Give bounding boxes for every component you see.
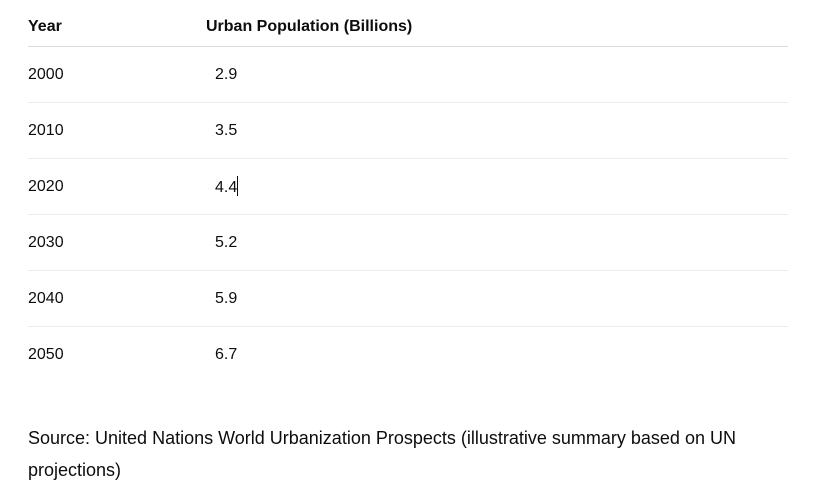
table-row: 2020 4.4 bbox=[28, 158, 788, 215]
cell-year: 2010 bbox=[28, 102, 206, 159]
cell-population-text[interactable]: 4.4 bbox=[215, 179, 238, 196]
table-row: 2030 5.2 bbox=[28, 214, 788, 271]
table-row: 2040 5.9 bbox=[28, 270, 788, 327]
cell-population: 6.7 bbox=[215, 345, 238, 363]
cell-year: 2000 bbox=[28, 46, 206, 103]
cell-population: 5.2 bbox=[206, 214, 788, 271]
table-row: 2010 3.5 bbox=[28, 102, 788, 159]
cell-year: 2040 bbox=[28, 270, 206, 327]
cell-population: 5.9 bbox=[206, 270, 788, 327]
urban-population-table: Year Urban Population (Billions) 2000 2.… bbox=[28, 8, 788, 382]
cell-year: 2050 bbox=[28, 345, 64, 363]
cell-population: 3.5 bbox=[206, 102, 788, 159]
header-urban-population: Urban Population (Billions) bbox=[206, 8, 788, 47]
table-row: 2050 6.7 bbox=[28, 327, 788, 383]
cell-population-editable[interactable]: 4.4 bbox=[206, 158, 788, 215]
cell-population: 2.9 bbox=[206, 46, 788, 103]
source-note: Source: United Nations World Urbanizatio… bbox=[28, 428, 736, 480]
text-cursor bbox=[237, 176, 239, 196]
cell-year: 2030 bbox=[28, 214, 206, 271]
data-table-container: Year Urban Population (Billions) 2000 2.… bbox=[28, 8, 788, 382]
table-row: 2000 2.9 bbox=[28, 46, 788, 103]
table-header-row: Year Urban Population (Billions) bbox=[28, 8, 788, 47]
cell-year: 2020 bbox=[28, 158, 206, 215]
header-year: Year bbox=[28, 8, 206, 47]
